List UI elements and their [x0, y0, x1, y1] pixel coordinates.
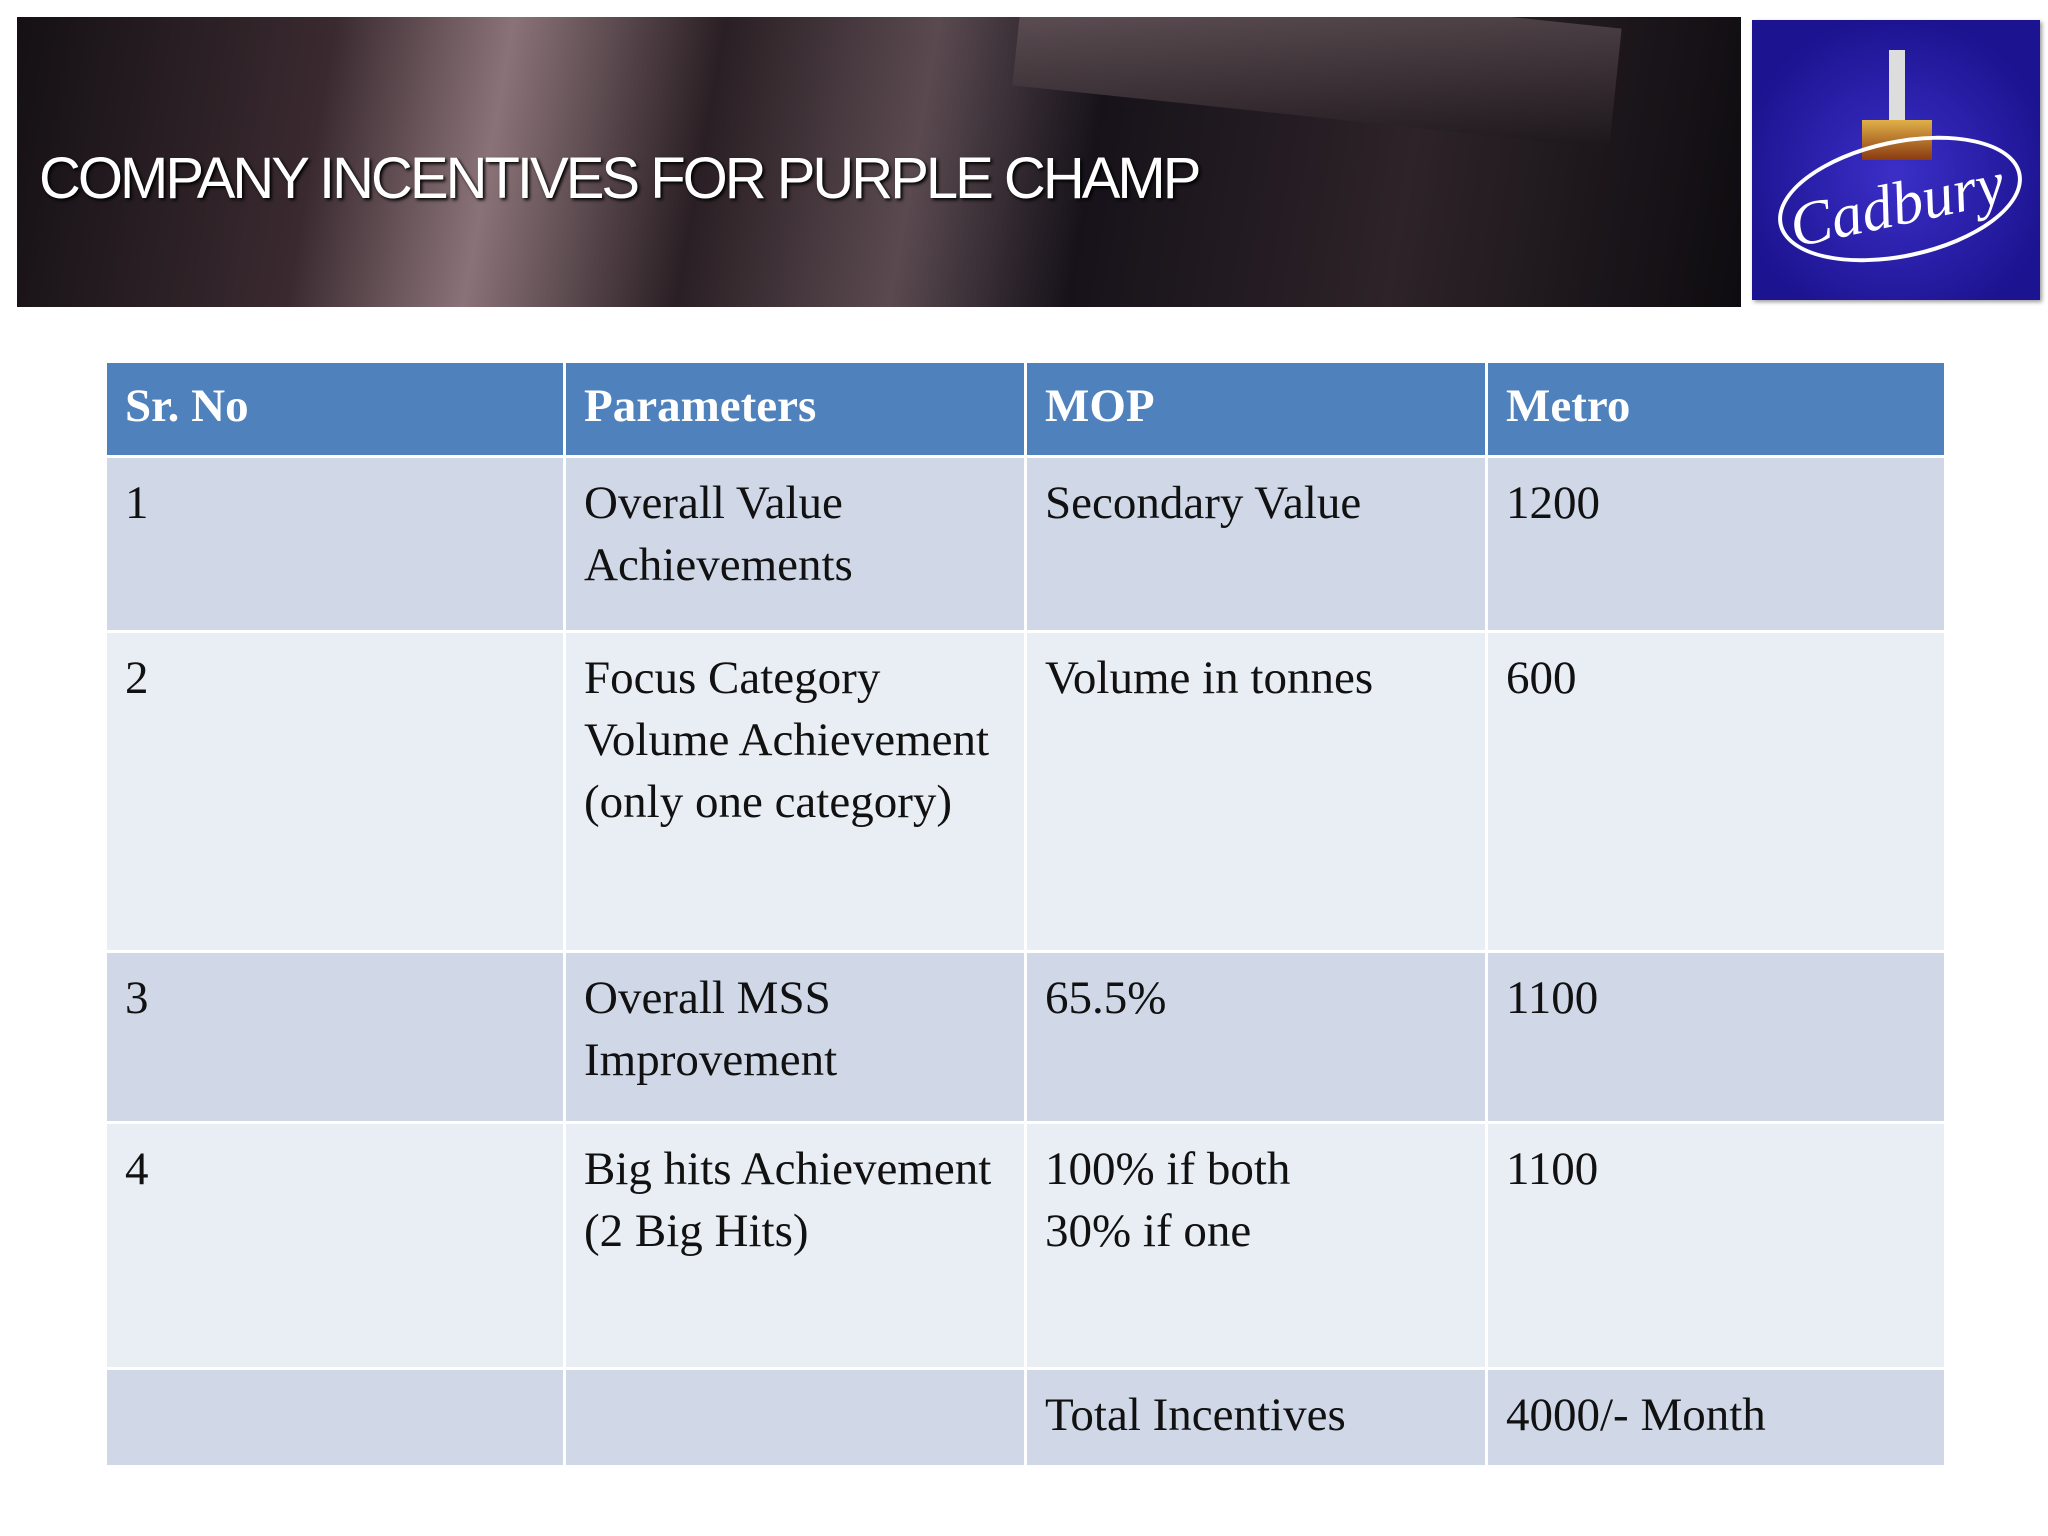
table-cell: 1	[104, 455, 566, 633]
banner: COMPANY INCENTIVES FOR PURPLE CHAMP	[17, 17, 1741, 307]
column-header: Metro	[1485, 360, 1947, 458]
table-cell: Overall Value Achievements	[563, 455, 1027, 633]
title: COMPANY INCENTIVES FOR PURPLE CHAMP	[39, 146, 1201, 211]
table-cell: Secondary Value	[1024, 455, 1488, 633]
table-cell: Big hits Achievement (2 Big Hits)	[563, 1121, 1027, 1370]
column-header: Sr. No	[104, 360, 566, 458]
table-cell: 100% if both 30% if one	[1024, 1121, 1488, 1370]
header-row: Sr. No Parameters MOP Metro	[104, 360, 1947, 458]
table-cell: 65.5%	[1024, 950, 1488, 1124]
table-cell: Volume in tonnes	[1024, 630, 1488, 953]
table-cell	[104, 1367, 566, 1468]
table-cell: 1100	[1485, 1121, 1947, 1370]
table-cell: 3	[104, 950, 566, 1124]
cell-line: 30% if one	[1045, 1205, 1252, 1257]
table-cell: 1200	[1485, 455, 1947, 633]
table-cell: 4000/- Month	[1485, 1367, 1947, 1468]
incentive-table: Sr. No Parameters MOP Metro 1 Overall Value …	[104, 360, 1947, 1468]
cell-line: 100% if both	[1045, 1143, 1291, 1195]
table-cell: Overall MSS Improvement	[563, 950, 1027, 1124]
table-cell: 2	[104, 630, 566, 953]
table-cell: Focus Category Volume Achievement (only …	[563, 630, 1027, 953]
column-header: Parameters	[563, 360, 1027, 458]
logo: Cadbury	[1752, 20, 2040, 300]
table-cell: 1100	[1485, 950, 1947, 1124]
table-cell: 600	[1485, 630, 1947, 953]
table-cell	[563, 1367, 1027, 1468]
table-row: 2 Focus Category Volume Achievement (only…	[104, 630, 1947, 953]
table-row: 3 Overall MSS Improvement 65.5% 1100	[104, 950, 1947, 1124]
table-cell: 4	[104, 1121, 566, 1370]
table-row: Total Incentives 4000/- Month	[104, 1367, 1947, 1468]
table-row: 1 Overall Value Achievements Secondary Val…	[104, 455, 1947, 633]
table-row: 4 Big hits Achievement (2 Big Hits) 100% i…	[104, 1121, 1947, 1370]
table-cell: Total Incentives	[1024, 1367, 1488, 1468]
column-header: MOP	[1024, 360, 1488, 458]
